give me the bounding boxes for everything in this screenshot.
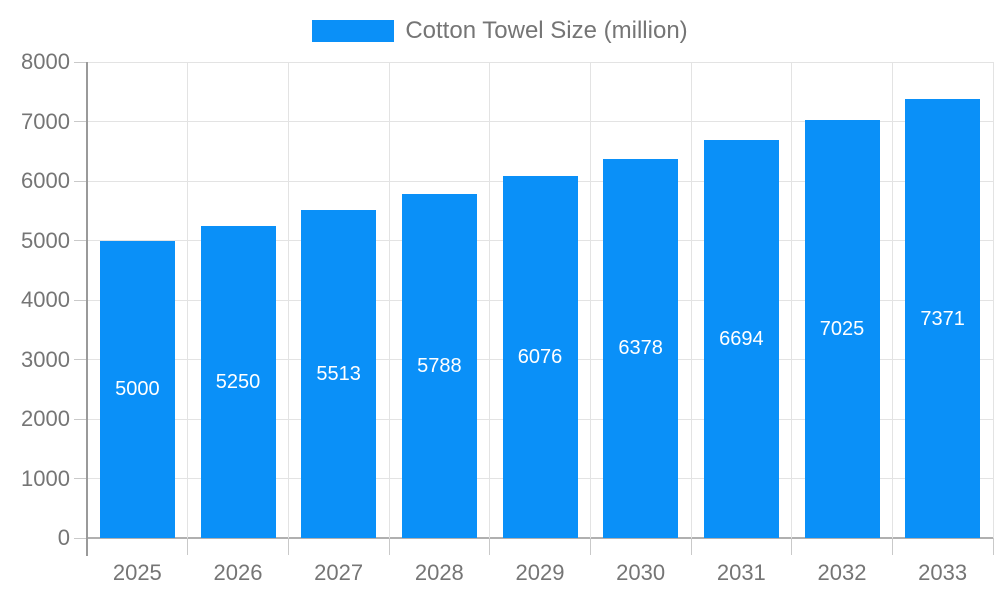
x-tick-label: 2028	[414, 560, 464, 585]
y-tick-label: 3000	[21, 346, 70, 372]
v-gridline	[891, 62, 893, 538]
y-tick-label: 2000	[21, 406, 70, 431]
x-tick-label: 2031	[716, 560, 766, 585]
y-tick	[74, 121, 87, 122]
v-gridline	[690, 62, 692, 538]
x-tick	[992, 538, 994, 555]
v-gridline	[589, 62, 591, 538]
bar-value-label: 6076	[517, 346, 563, 369]
v-gridline	[287, 62, 289, 538]
v-gridline	[992, 62, 994, 538]
x-tick-label: 2033	[918, 560, 968, 585]
v-gridline	[388, 62, 390, 538]
bar	[99, 240, 175, 538]
x-tick	[690, 538, 692, 555]
bar-value-label: 6694	[719, 327, 764, 350]
x-tick-label: 2026	[213, 560, 263, 585]
y-tick	[74, 537, 87, 539]
legend-item[interactable]: Cotton Towel Size (million)	[0, 17, 1000, 45]
x-tick	[589, 538, 591, 555]
bar-value-label: 7025	[819, 318, 865, 340]
x-tick	[489, 538, 491, 555]
y-tick	[74, 418, 87, 420]
x-tick	[187, 538, 189, 555]
bar-value-label: 5513	[316, 362, 361, 385]
bar-value-label: 5788	[417, 354, 462, 377]
bar	[401, 193, 477, 538]
y-tick	[74, 240, 87, 241]
y-tick-label: 5000	[21, 227, 70, 253]
y-tick	[74, 299, 87, 301]
legend-swatch	[312, 20, 395, 42]
x-tick	[388, 538, 390, 555]
x-tick-label: 2032	[817, 560, 867, 585]
x-tick	[287, 538, 289, 555]
x-tick	[891, 538, 893, 555]
y-tick-label: 7000	[21, 108, 70, 134]
y-tick	[74, 180, 87, 182]
bar	[703, 139, 779, 538]
v-gridline	[489, 62, 491, 538]
bar	[603, 158, 679, 538]
bar-value-label: 5250	[215, 370, 261, 393]
y-tick	[74, 61, 87, 63]
y-tick-label: 6000	[21, 168, 70, 193]
bar	[905, 99, 981, 538]
y-tick-label: 1000	[21, 465, 70, 491]
bar	[502, 176, 578, 538]
x-tick	[791, 538, 793, 555]
y-gridline	[87, 61, 993, 63]
x-tick-label: 2030	[616, 560, 666, 585]
bar	[301, 209, 377, 538]
legend-label: Cotton Towel Size (million)	[405, 17, 688, 44]
v-gridline	[791, 62, 793, 538]
y-tick-label: 8000	[21, 49, 70, 74]
x-tick-label: 2027	[314, 560, 364, 585]
y-tick	[74, 359, 87, 360]
v-gridline	[187, 62, 189, 538]
bar-value-label: 6378	[618, 337, 663, 360]
bar-value-label: 7371	[920, 307, 965, 330]
x-tick-label: 2025	[112, 560, 162, 585]
y-tick-label: 0	[57, 525, 70, 550]
x-tick-label: 2029	[515, 560, 565, 585]
bar-value-label: 5000	[115, 378, 160, 401]
bar	[200, 225, 276, 538]
y-tick-label: 4000	[21, 287, 70, 312]
y-axis-line	[86, 62, 88, 556]
y-tick	[74, 478, 87, 479]
bar	[804, 120, 880, 538]
